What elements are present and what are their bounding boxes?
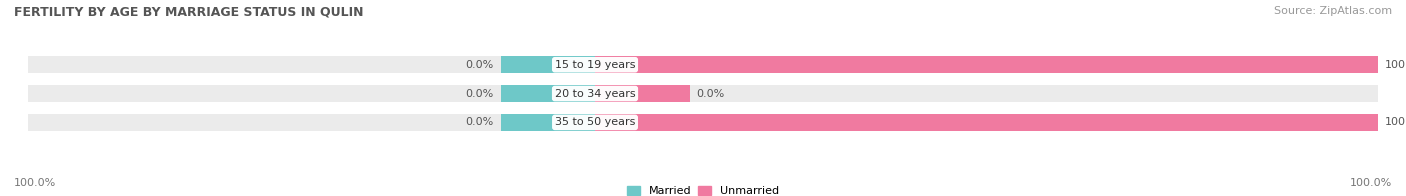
Text: 0.0%: 0.0% xyxy=(465,117,494,127)
Legend: Married, Unmarried: Married, Unmarried xyxy=(627,186,779,196)
Bar xyxy=(28,85,1378,102)
Text: FERTILITY BY AGE BY MARRIAGE STATUS IN QULIN: FERTILITY BY AGE BY MARRIAGE STATUS IN Q… xyxy=(14,6,364,19)
Text: 0.0%: 0.0% xyxy=(465,60,494,70)
Bar xyxy=(501,56,595,73)
Text: 100.0%: 100.0% xyxy=(1350,178,1392,188)
Text: Source: ZipAtlas.com: Source: ZipAtlas.com xyxy=(1274,6,1392,16)
Bar xyxy=(501,114,595,131)
Text: 0.0%: 0.0% xyxy=(696,89,724,99)
Bar xyxy=(501,85,595,102)
Text: 100.0%: 100.0% xyxy=(1385,117,1406,127)
Bar xyxy=(595,85,689,102)
Text: 0.0%: 0.0% xyxy=(465,89,494,99)
Text: 15 to 19 years: 15 to 19 years xyxy=(555,60,636,70)
Text: 100.0%: 100.0% xyxy=(1385,60,1406,70)
Text: 20 to 34 years: 20 to 34 years xyxy=(555,89,636,99)
Text: 100.0%: 100.0% xyxy=(14,178,56,188)
Bar xyxy=(28,114,1378,131)
Text: 35 to 50 years: 35 to 50 years xyxy=(555,117,636,127)
Bar xyxy=(595,56,1378,73)
Bar xyxy=(28,56,1378,73)
Bar xyxy=(595,114,1378,131)
